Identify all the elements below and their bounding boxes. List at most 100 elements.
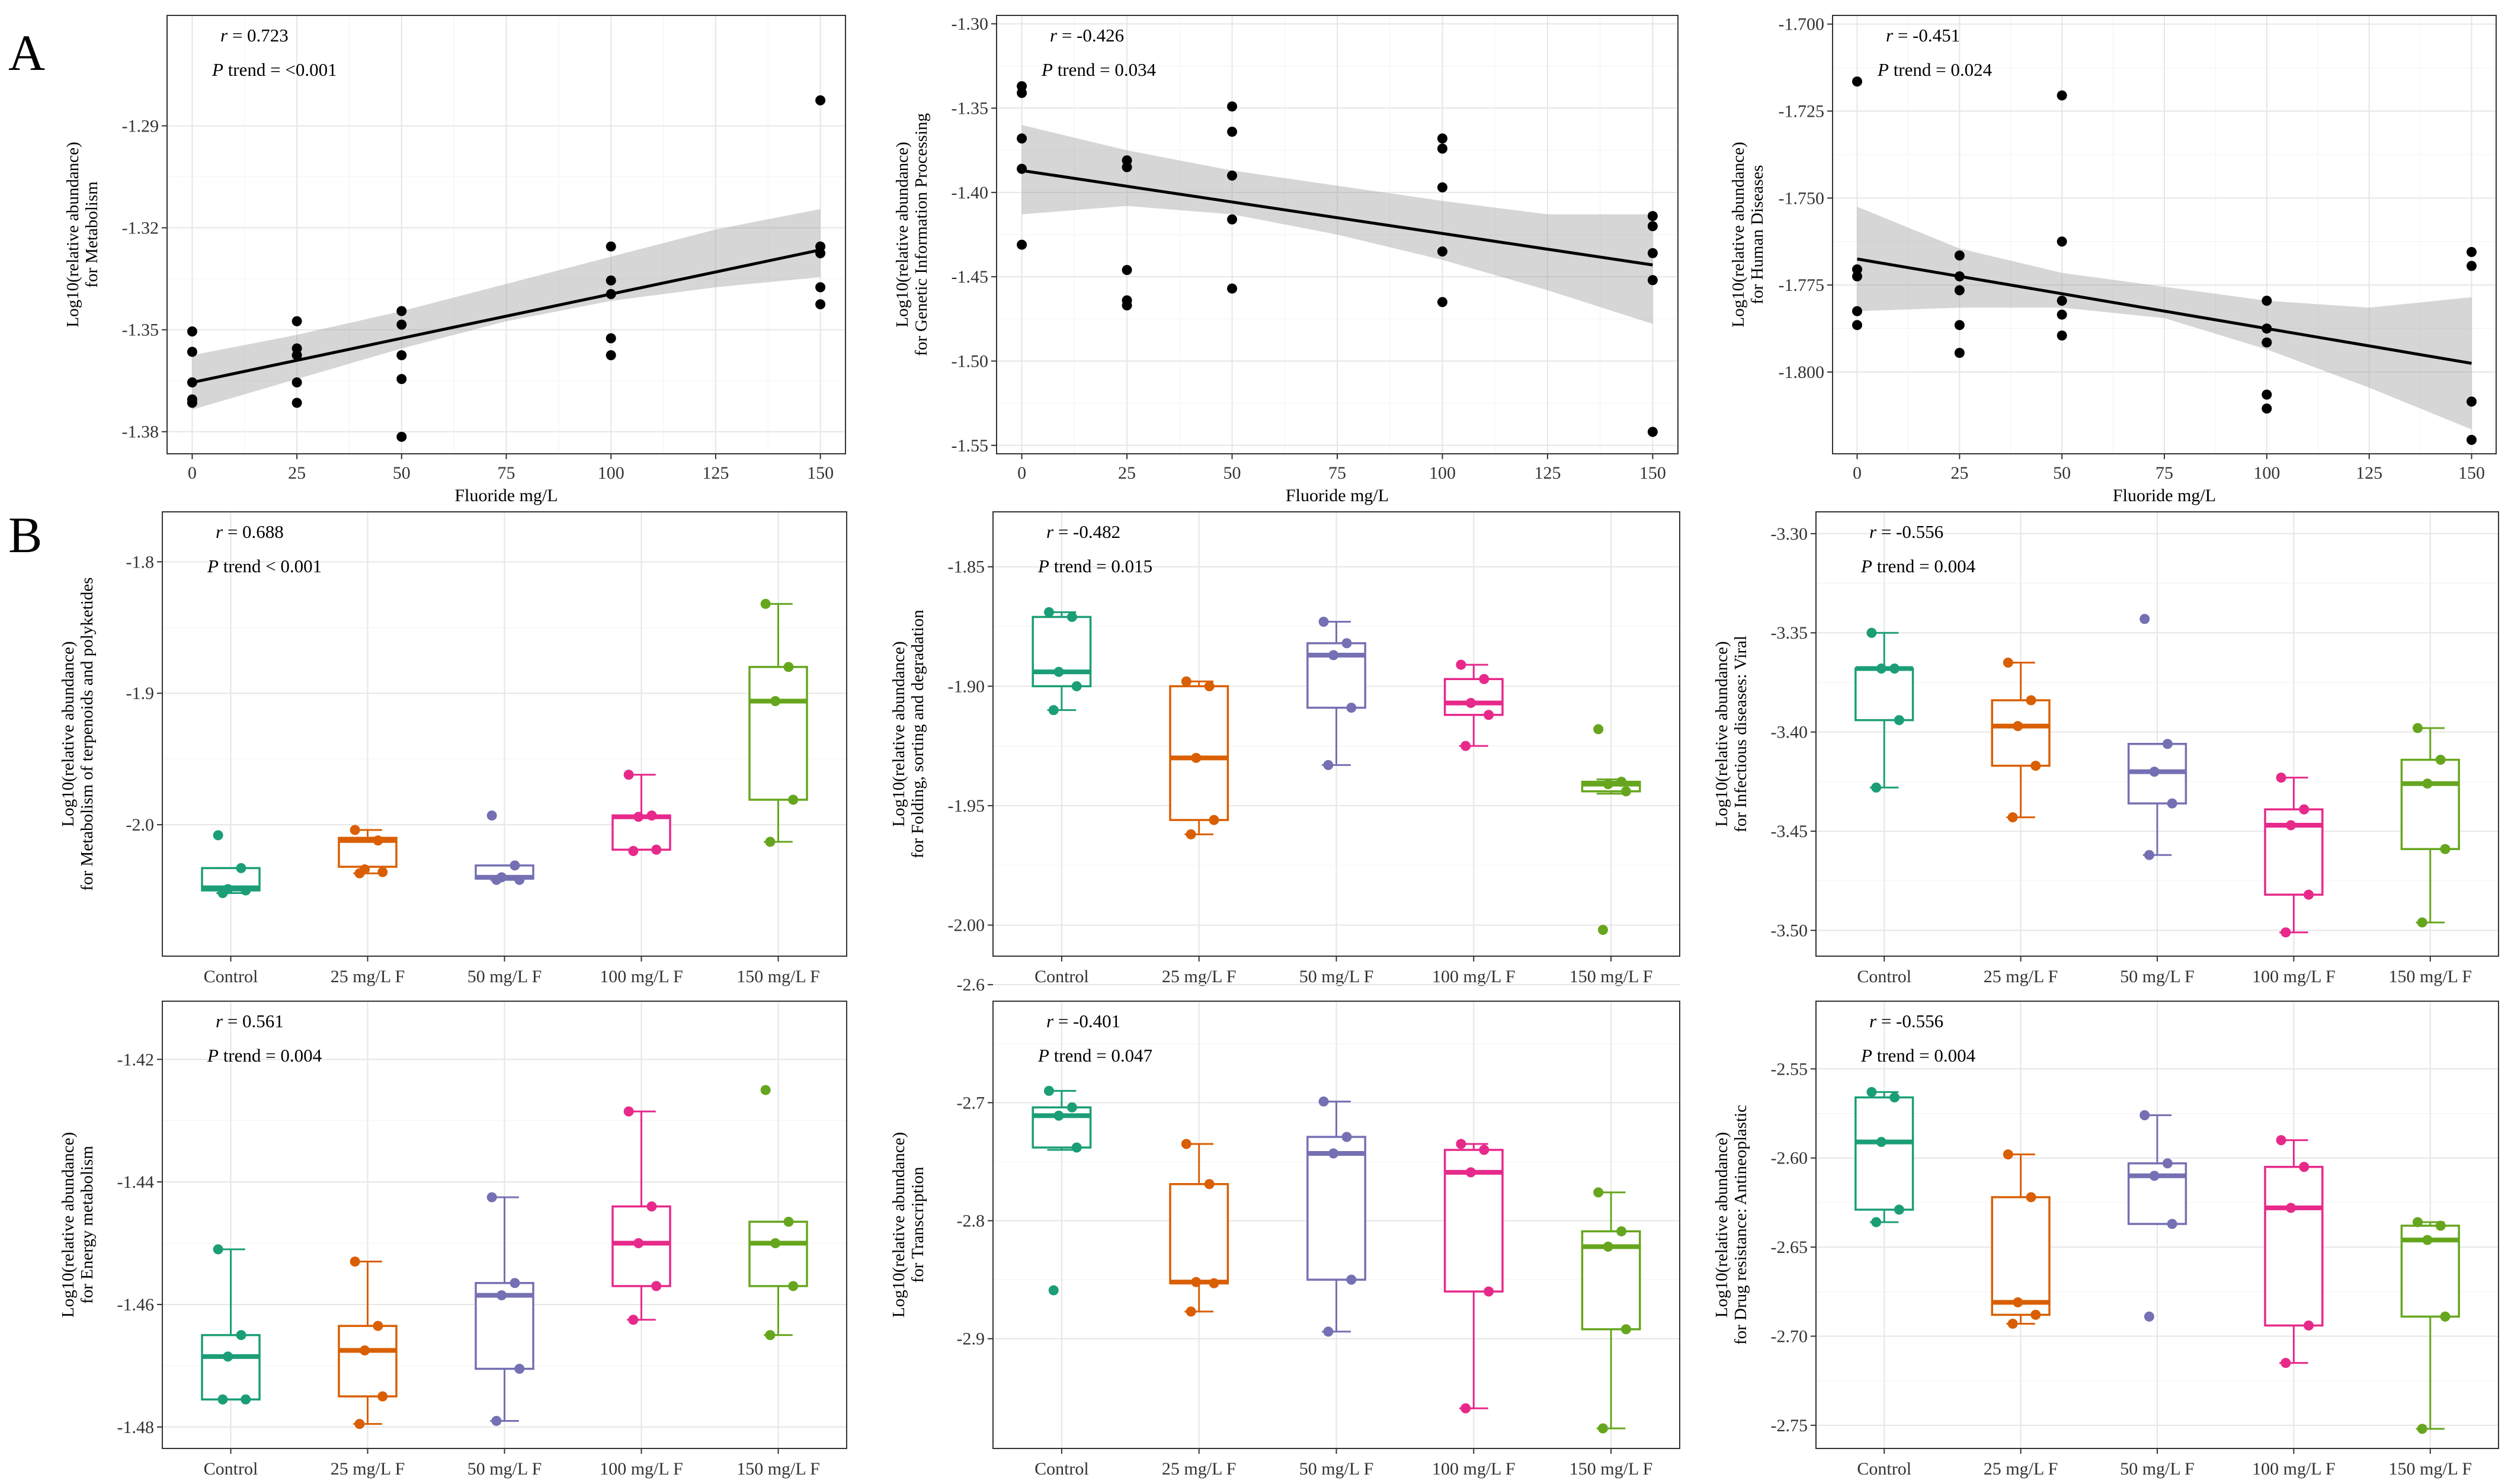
- panel-border: [1815, 511, 2499, 957]
- box-100-mg-l-f: [1443, 659, 1504, 751]
- stat-p-trend: P trend = 0.034: [1041, 59, 1157, 80]
- x-tick-label: 50 mg/L F: [2120, 1459, 2195, 1479]
- data-point: [2417, 1424, 2427, 1434]
- data-point: [354, 868, 365, 879]
- data-point: [623, 1106, 634, 1117]
- data-point: [1437, 297, 1447, 307]
- x-tick-label: 0: [188, 463, 197, 483]
- y-tick-label: -1.750: [1779, 188, 1825, 208]
- chart-a3: 0 25 50 75 100 125 150 -1.700 -1.725 -1.750 -1.775…: [1729, 15, 2497, 505]
- data-point: [2030, 1309, 2041, 1320]
- box-body: [1169, 685, 1229, 821]
- box-50-mg-l-f: [1306, 616, 1366, 770]
- panel-border: [166, 15, 846, 454]
- data-point: [815, 282, 826, 293]
- y-axis-label: Log10(relative abundance)for Infectious …: [1712, 636, 1750, 832]
- box-25-mg-l-f: [1991, 1149, 2051, 1329]
- data-point: [1852, 271, 1862, 281]
- box-body: [1169, 1183, 1229, 1284]
- data-point: [2467, 261, 2477, 271]
- data-point: [1227, 101, 1238, 112]
- data-point: [1122, 162, 1132, 172]
- data-point: [1876, 664, 1886, 674]
- data-point: [2162, 739, 2173, 749]
- x-axis-label: Fluoride mg/L: [1286, 486, 1389, 505]
- data-point: [765, 1330, 776, 1341]
- data-point: [377, 1391, 388, 1402]
- panel-border: [162, 511, 847, 957]
- data-point: [1894, 1204, 1904, 1215]
- data-point: [1437, 182, 1447, 193]
- data-point: [1647, 275, 1658, 286]
- data-point: [396, 319, 407, 330]
- data-point: [2139, 1110, 2150, 1121]
- data-point: [2435, 755, 2446, 765]
- data-point: [497, 1290, 507, 1300]
- data-point: [1043, 1085, 1054, 1096]
- box-25-mg-l-f: [338, 1257, 398, 1429]
- y-tick-label: -1.35: [952, 99, 989, 118]
- box-control: [1032, 607, 1092, 716]
- y-axis-label: Log10(relative abundance)for Metabolism: [63, 142, 101, 327]
- data-point: [1954, 285, 1965, 296]
- y-tick-label: -1.38: [122, 422, 159, 442]
- data-point: [2057, 90, 2067, 101]
- data-point: [1328, 1148, 1339, 1159]
- x-tick-label: 50: [393, 463, 411, 483]
- data-point: [1122, 300, 1132, 311]
- data-point: [1620, 786, 1631, 797]
- data-point: [606, 289, 616, 299]
- data-point: [292, 398, 302, 408]
- data-point: [1954, 348, 1965, 358]
- data-point: [1603, 779, 1613, 790]
- data-point: [2003, 1149, 2013, 1160]
- data-point: [1593, 724, 1604, 735]
- x-axis-label: Fluoride mg/L: [454, 486, 558, 505]
- box-body: [611, 814, 671, 851]
- data-point: [1484, 710, 1494, 720]
- data-point: [2262, 403, 2272, 414]
- x-tick-label: 100 mg/L F: [600, 967, 683, 986]
- box-150-mg-l-f: [748, 598, 808, 847]
- y-tick-label: -2.7: [957, 1093, 985, 1113]
- data-point: [187, 347, 197, 357]
- x-tick-label: 25 mg/L F: [1162, 1459, 1237, 1479]
- data-point: [217, 887, 228, 898]
- x-tick-label: 25: [1950, 463, 1968, 483]
- data-point: [2286, 820, 2296, 831]
- data-point: [2139, 614, 2150, 624]
- x-tick-label: 100: [598, 463, 624, 483]
- box-control: [201, 830, 261, 898]
- stat-r: r = -0.451: [1886, 25, 1960, 46]
- data-point: [1227, 126, 1238, 137]
- y-tick-label: -3.45: [1771, 822, 1808, 841]
- data-point: [373, 835, 383, 846]
- data-point: [1852, 306, 1862, 316]
- data-point: [2144, 850, 2154, 860]
- data-point: [1122, 265, 1132, 275]
- x-tick-label: 100 mg/L F: [600, 1459, 683, 1479]
- data-point: [646, 810, 657, 821]
- box-100-mg-l-f: [1443, 1139, 1504, 1414]
- data-point: [1647, 427, 1658, 437]
- data-point: [1017, 88, 1027, 98]
- data-point: [2162, 1158, 2173, 1169]
- data-point: [606, 275, 616, 286]
- y-tick-label: -2.0: [126, 815, 155, 835]
- box-100-mg-l-f: [2264, 773, 2324, 938]
- data-point: [633, 1238, 644, 1249]
- data-point: [1484, 1286, 1494, 1297]
- data-point: [1204, 681, 1215, 691]
- y-tick-label: -1.55: [952, 436, 989, 456]
- panel-border: [1815, 1001, 2499, 1449]
- data-point: [2413, 723, 2423, 733]
- data-point: [187, 326, 197, 336]
- x-tick-label: 100 mg/L F: [1432, 1459, 1516, 1479]
- data-point: [2167, 1219, 2177, 1229]
- data-point: [1071, 1142, 1082, 1153]
- chart-b4: -1.42 -1.44 -1.46 -1.48 Control 25 mg/L F 50 m…: [59, 1001, 847, 1479]
- box-100-mg-l-f: [2264, 1135, 2324, 1368]
- box-150-mg-l-f: [748, 1085, 808, 1341]
- data-point: [1603, 1241, 1613, 1252]
